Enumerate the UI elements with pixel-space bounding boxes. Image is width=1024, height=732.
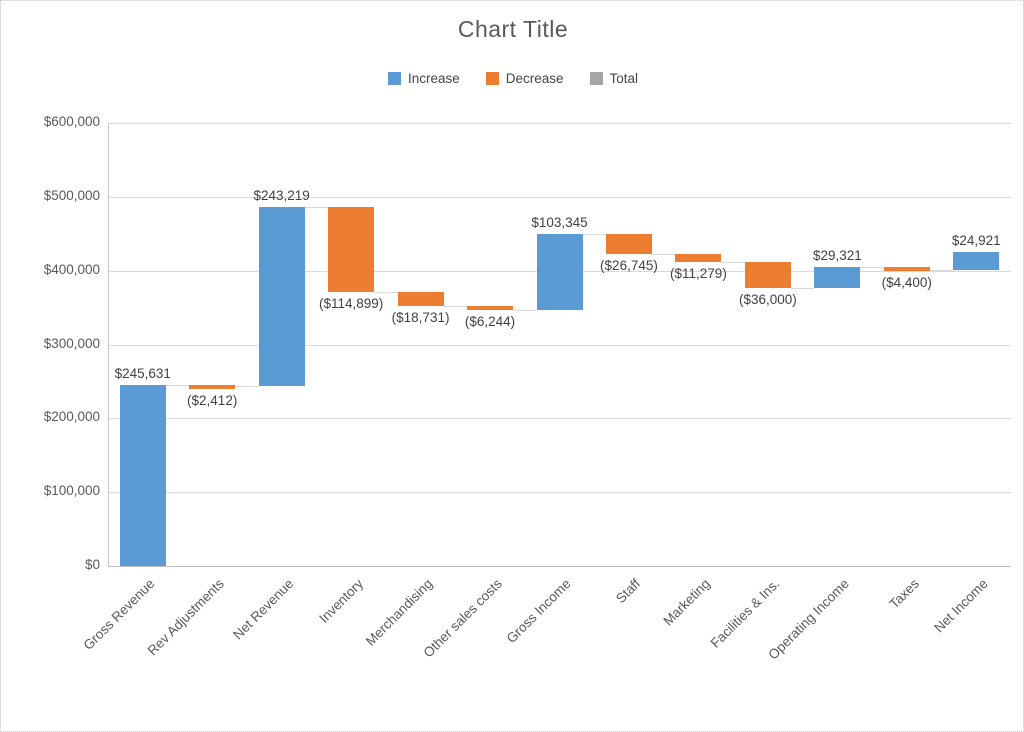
legend: Increase Decrease Total (1, 71, 1023, 86)
y-axis-tick-500000: $500,000 (43, 187, 100, 203)
x-axis-label-facilities-ins: Facilities & Ins. (707, 576, 783, 651)
legend-item-total[interactable]: Total (589, 71, 639, 86)
legend-item-decrease[interactable]: Decrease (485, 71, 564, 86)
legend-item-label: Increase (407, 71, 460, 86)
x-axis-label-taxes: Taxes (885, 576, 922, 612)
total-swatch-icon (589, 72, 603, 85)
y-axis-line (108, 123, 109, 566)
x-axis-label-gross-income: Gross Income (504, 576, 575, 647)
connector-facilities-ins (721, 261, 745, 263)
connector-operating-income (790, 288, 815, 290)
connector-net-income (929, 270, 954, 272)
y-axis-tick-100000: $100,000 (43, 483, 100, 499)
connector-rev-adjustments (165, 384, 190, 386)
data-label-facilities-ins: ($36,000) (738, 292, 797, 308)
gridline-0 (108, 566, 1011, 567)
connector-other-sales-costs (443, 305, 468, 307)
data-label-other-sales-costs: ($6,244) (464, 314, 516, 330)
data-label-merchandising: ($18,731) (391, 309, 450, 325)
connector-taxes (860, 266, 884, 268)
data-label-taxes: ($4,400) (881, 274, 932, 290)
x-axis-label-net-revenue: Net Revenue (229, 576, 297, 643)
data-label-net-revenue: $243,219 (253, 187, 310, 203)
bar-net-income[interactable] (953, 251, 1000, 271)
bar-staff[interactable] (605, 233, 652, 254)
x-axis-label-rev-adjustments: Rev Adjustments (144, 576, 227, 659)
gridline-600000 (108, 123, 1011, 124)
bar-rev-adjustments[interactable] (189, 384, 236, 389)
data-label-marketing: ($11,279) (670, 265, 727, 281)
gridline-300000 (108, 344, 1011, 346)
increase-swatch-icon (387, 72, 401, 85)
bar-facilities-ins[interactable] (744, 261, 791, 289)
data-label-gross-income: $103,345 (531, 214, 588, 230)
x-axis-label-gross-revenue: Gross Revenue (80, 576, 158, 653)
y-axis-tick-0: $0 (84, 557, 100, 572)
x-axis-label-marketing: Marketing (660, 576, 714, 629)
bar-other-sales-costs[interactable] (467, 305, 514, 311)
gridline-200000 (108, 418, 1011, 420)
gridline-100000 (108, 492, 1011, 494)
x-axis-label-merchandising: Merchandising (362, 576, 436, 649)
data-label-net-income: $24,921 (951, 232, 1001, 248)
y-axis-tick-600000: $600,000 (43, 114, 100, 129)
connector-merchandising (374, 291, 398, 293)
bar-taxes[interactable] (883, 266, 930, 271)
bar-inventory[interactable] (328, 206, 375, 292)
bar-gross-income[interactable] (536, 233, 583, 311)
y-axis-tick-200000: $200,000 (43, 409, 100, 425)
chart-title[interactable]: Chart Title (457, 16, 569, 42)
gridline-500000 (108, 196, 1011, 198)
connector-marketing (651, 253, 676, 255)
y-axis-tick-300000: $300,000 (43, 335, 100, 351)
y-axis-tick-400000: $400,000 (43, 261, 100, 277)
bar-merchandising[interactable] (397, 291, 444, 306)
x-axis-label-net-income: Net Income (931, 576, 991, 636)
bar-operating-income[interactable] (814, 266, 861, 289)
bar-net-revenue[interactable] (258, 206, 305, 387)
x-axis-label-staff: Staff (613, 576, 644, 607)
x-axis-label-inventory: Inventory (315, 576, 366, 626)
legend-item-label: Total (609, 71, 639, 86)
connector-inventory (304, 206, 329, 208)
connector-net-revenue (235, 386, 259, 388)
data-label-inventory: ($114,899) (318, 295, 384, 311)
connector-staff (582, 233, 606, 235)
bar-marketing[interactable] (675, 253, 722, 262)
legend-item-label: Decrease (505, 71, 564, 86)
connector-gross-income (513, 310, 537, 312)
data-label-rev-adjustments: ($2,412) (187, 392, 238, 408)
decrease-swatch-icon (485, 72, 499, 85)
data-label-operating-income: $29,321 (812, 247, 862, 263)
bar-gross-revenue[interactable] (119, 384, 166, 566)
legend-item-increase[interactable]: Increase (387, 71, 460, 86)
data-label-gross-revenue: $245,631 (114, 365, 171, 381)
data-label-staff: ($26,745) (600, 257, 658, 273)
